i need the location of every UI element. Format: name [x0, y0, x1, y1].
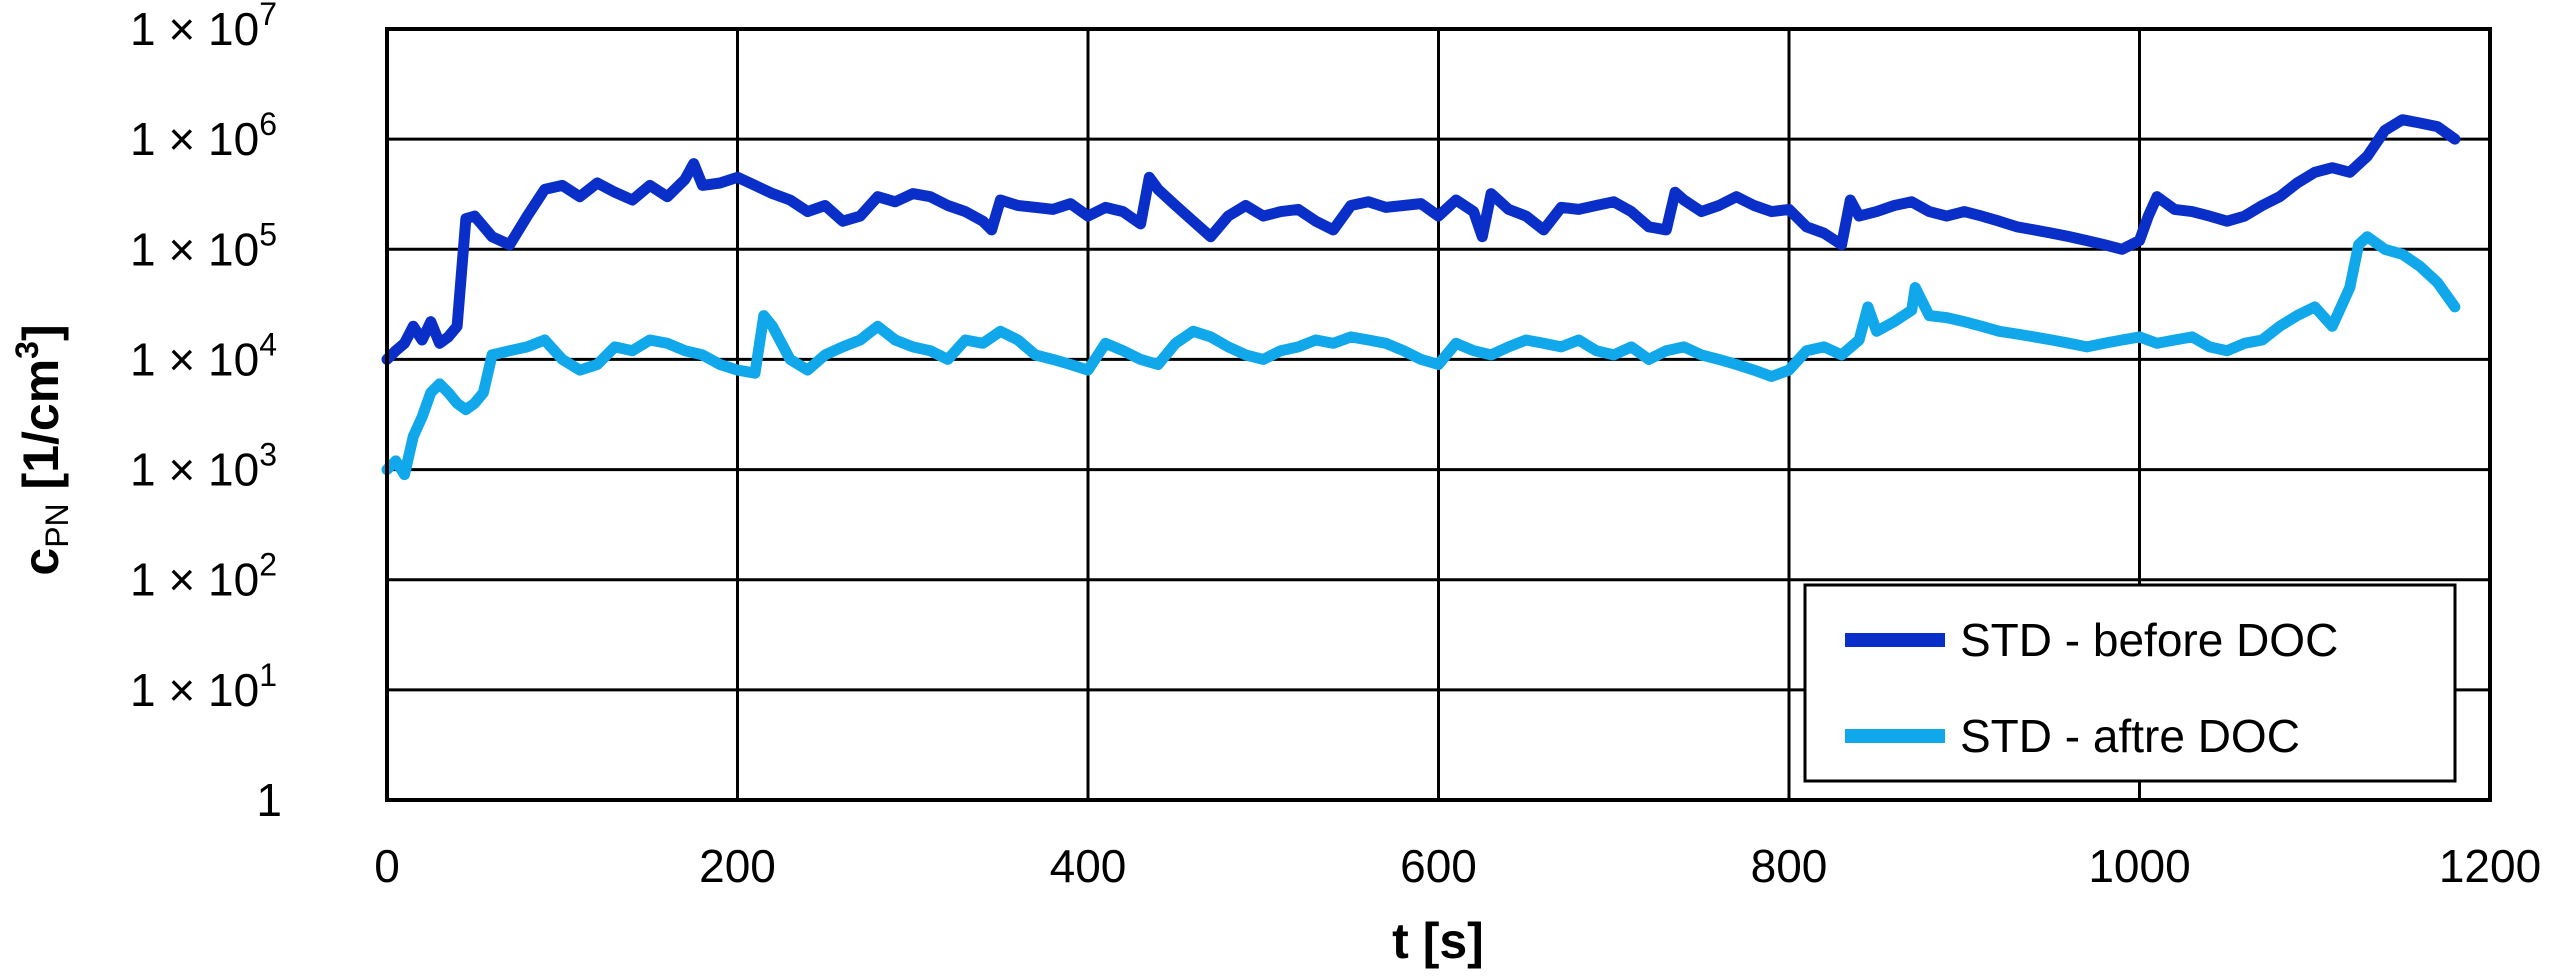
x-tick-label: 600	[1400, 840, 1477, 892]
y-tick-label-exp: 2	[259, 547, 277, 583]
series-line-after-doc	[381, 231, 2461, 481]
y-tick-label: 1 × 103	[130, 437, 277, 496]
y-tick-label-base: 1 × 10	[130, 554, 259, 606]
y-tick-label-base: 1 × 10	[130, 444, 259, 496]
y-tick-label-base: 1 × 10	[130, 113, 259, 165]
y-tick-label: 1 × 107	[130, 0, 277, 55]
y-tick-label-exp: 1	[259, 657, 277, 693]
y-tick-label-exp: 6	[259, 106, 277, 142]
x-tick-labels: 0 200 400 600 800 1000 1200	[374, 840, 2541, 892]
y-axis-title-unit-sup: 3	[9, 341, 45, 359]
y-tick-label: 1	[256, 774, 282, 826]
x-tick-label: 800	[1751, 840, 1828, 892]
x-tick-label: 0	[374, 840, 400, 892]
y-tick-label-base: 1 × 10	[130, 664, 259, 716]
y-tick-label: 1 × 102	[130, 547, 277, 606]
y-tick-label-exp: 5	[259, 216, 277, 252]
y-axis-title-main: c	[13, 548, 69, 576]
y-tick-label-exp: 3	[259, 437, 277, 473]
legend-box	[1803, 583, 2457, 783]
y-tick-label-base: 1 × 10	[130, 333, 259, 385]
legend-label-after-doc: STD - aftre DOC	[1960, 710, 2300, 762]
y-tick-label: 1 × 105	[130, 216, 277, 275]
y-axis-title: cPN [1/cm3]	[9, 324, 75, 575]
y-tick-label: 1 × 101	[130, 657, 277, 716]
y-tick-label: 1 × 106	[130, 106, 277, 165]
y-tick-label-base: 1 × 10	[130, 223, 259, 275]
x-axis-title: t [s]	[1392, 913, 1484, 969]
series-line-before-doc	[381, 114, 2461, 365]
y-axis-title-sub: PN	[39, 503, 75, 547]
legend: STD - before DOC STD - aftre DOC	[1803, 583, 2457, 783]
y-tick-label-base: 1 × 10	[130, 3, 259, 55]
x-tick-label: 400	[1050, 840, 1127, 892]
y-tick-label-exp: 7	[259, 0, 277, 32]
series-lines	[381, 114, 2461, 481]
x-tick-label: 1000	[2088, 840, 2190, 892]
y-axis-title-unit-close: ]	[13, 324, 69, 341]
y-tick-label-exp: 4	[259, 326, 277, 362]
x-tick-label: 200	[699, 840, 776, 892]
y-tick-label: 1 × 104	[130, 326, 277, 385]
y-axis-title-unit: [1/cm	[13, 359, 69, 504]
x-tick-label: 1200	[2439, 840, 2541, 892]
plot-area-frame	[385, 27, 2492, 802]
legend-label-before-doc: STD - before DOC	[1960, 614, 2338, 666]
